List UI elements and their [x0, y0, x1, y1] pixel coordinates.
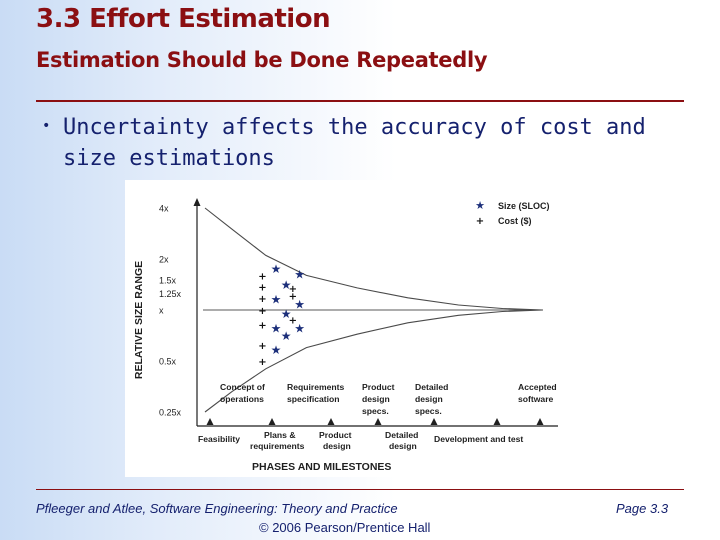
phase-label-line: Feasibility: [198, 434, 240, 444]
size-sloc-marker: ★: [281, 329, 292, 343]
phase-label-line: Plans &: [264, 430, 296, 440]
milestone-label-line: design: [415, 394, 443, 404]
phase-label-line: requirements: [250, 441, 305, 451]
slide-subtitle: Estimation Should be Done Repeatedly: [36, 48, 488, 72]
size-sloc-marker: ★: [281, 307, 292, 321]
milestone-label-line: specs.: [362, 406, 389, 416]
size-sloc-marker: ★: [294, 268, 305, 282]
size-sloc-marker: ★: [271, 343, 282, 357]
cost-marker: +: [289, 284, 297, 295]
size-sloc-marker: ★: [294, 321, 305, 335]
cost-marker: +: [258, 341, 266, 352]
phase-label: Development and test: [434, 434, 523, 444]
milestone-triangle-icon: [374, 418, 382, 425]
milestone-label-line: design: [362, 394, 390, 404]
x-axis-title: PHASES AND MILESTONES: [252, 461, 391, 473]
y-tick-label: 0.5x: [159, 357, 177, 367]
legend-symbol-icon: ★: [475, 199, 485, 212]
milestone-label: Detailed design specs.: [415, 382, 448, 416]
size-sloc-marker: ★: [271, 293, 282, 307]
cost-marker: +: [258, 321, 266, 332]
milestone-label-line: Product: [362, 382, 395, 392]
size-sloc-marker: ★: [271, 262, 282, 276]
slide-title: 3.3 Effort Estimation: [36, 4, 331, 34]
upper-envelope-curve: [204, 207, 544, 311]
milestone-triangle-icon: [430, 418, 438, 425]
bullet-item: • Uncertainty affects the accuracy of co…: [42, 112, 682, 174]
top-divider: [36, 100, 684, 102]
lower-envelope-curve: [204, 309, 544, 413]
milestone-label-line: operations: [220, 394, 264, 404]
milestone-label-line: Detailed: [415, 382, 448, 392]
bottom-divider: [36, 489, 684, 490]
milestone-label-line: Requirements: [287, 382, 345, 392]
bullet-text: Uncertainty affects the accuracy of cost…: [63, 115, 646, 171]
size-sloc-marker: ★: [294, 297, 305, 311]
milestone-label-line: Accepted: [518, 382, 557, 392]
milestone-label-line: software: [518, 394, 554, 404]
cost-marker: +: [258, 306, 266, 317]
phase-label: Product design: [319, 430, 352, 451]
cone-of-uncertainty-figure: RELATIVE SIZE RANGE 4x 2x 1.5x 1.25x x 0.5x 0.2…: [125, 180, 572, 477]
cost-marker: +: [289, 291, 297, 302]
cone-chart: RELATIVE SIZE RANGE 4x 2x 1.5x 1.25x x 0.5x 0.2…: [133, 198, 558, 473]
y-tick-label: 0.25x: [159, 408, 182, 418]
bullet-dot-icon: •: [42, 118, 51, 134]
legend-label: Size (SLOC): [498, 201, 550, 211]
cost-marker: +: [258, 282, 266, 293]
y-tick-label: x: [159, 306, 164, 316]
phase-label-line: Detailed: [385, 430, 418, 440]
phase-label: Plans & requirements: [250, 430, 305, 451]
phase-label-line: Product: [319, 430, 352, 440]
milestone-label: Requirements specification: [287, 382, 345, 404]
milestone-label-line: specification: [287, 394, 340, 404]
size-sloc-marker: ★: [281, 278, 292, 292]
footer-copyright: © 2006 Pearson/Prentice Hall: [259, 520, 431, 535]
legend-label: Cost ($): [498, 216, 532, 226]
milestone-triangle-icon: [493, 418, 501, 425]
footer-source: Pfleeger and Atlee, Software Engineering…: [36, 501, 398, 516]
y-tick-label: 4x: [159, 204, 169, 214]
milestone-label-line: Concept of: [220, 382, 265, 392]
milestone-triangle-icon: [536, 418, 544, 425]
cost-marker: +: [258, 357, 266, 368]
size-sloc-marker: ★: [271, 321, 282, 335]
milestone-triangle-icon: [206, 418, 214, 425]
legend-symbol-icon: +: [476, 216, 484, 227]
cost-marker: +: [258, 294, 266, 305]
y-axis-title: RELATIVE SIZE RANGE: [133, 261, 145, 379]
phase-label-line: Development and test: [434, 434, 523, 444]
milestone-label: Product design specs.: [362, 382, 395, 416]
cost-marker: +: [258, 271, 266, 282]
milestone-triangle-icon: [268, 418, 276, 425]
milestone-label: Accepted software: [518, 382, 557, 404]
phase-label: Feasibility: [198, 434, 240, 444]
phase-label: Detailed design: [385, 430, 418, 451]
milestone-triangle-icon: [327, 418, 335, 425]
y-tick-label: 1.25x: [159, 289, 182, 299]
footer-page-number: Page 3.3: [616, 501, 669, 516]
phase-label-line: design: [323, 441, 351, 451]
y-tick-label: 1.5x: [159, 276, 177, 286]
milestone-label: Concept of operations: [220, 382, 265, 404]
phase-label-line: design: [389, 441, 417, 451]
milestone-label-line: specs.: [415, 406, 442, 416]
y-tick-label: 2x: [159, 255, 169, 265]
y-axis-arrow-icon: [193, 198, 201, 206]
cost-marker: +: [289, 315, 297, 326]
